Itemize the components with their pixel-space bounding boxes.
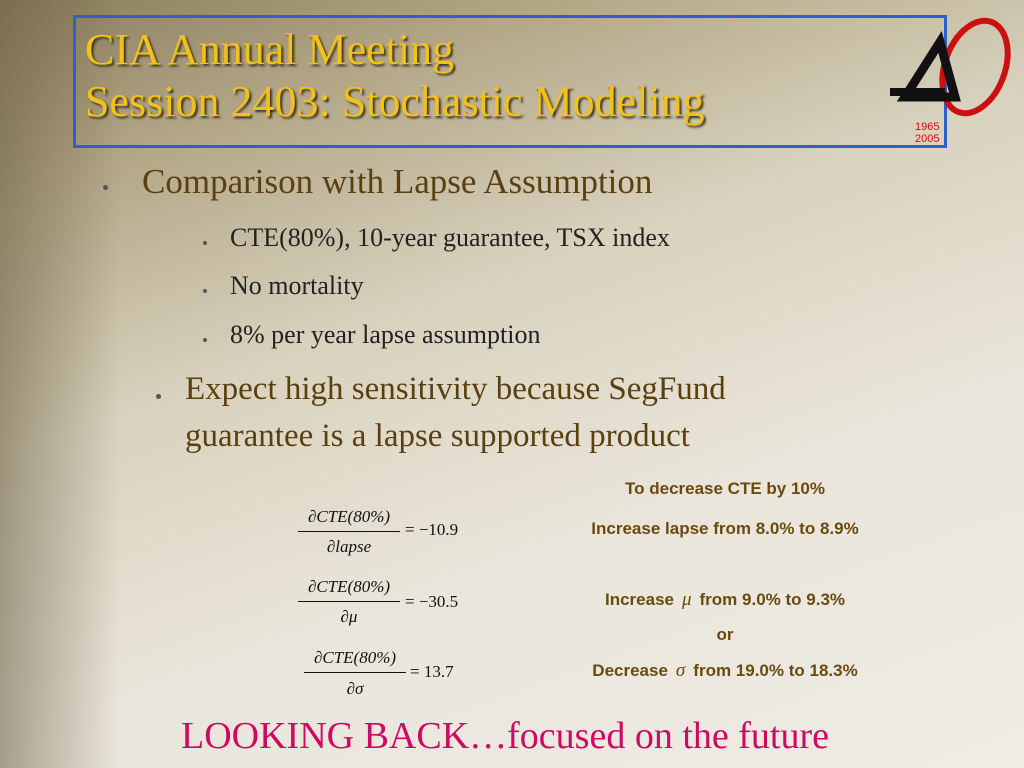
- note-text: Increase: [604, 590, 674, 609]
- bullet-text: Expect high sensitivity because SegFund: [185, 371, 726, 407]
- title-line: Session 2403: Stochastic Modeling: [85, 77, 705, 126]
- background-shade: [0, 0, 120, 768]
- logo-year: 2005: [915, 133, 939, 145]
- title-line: CIA Annual Meeting: [85, 25, 455, 74]
- logo-year: 1965: [915, 121, 939, 133]
- note: Increase μ from 9.0% to 9.3%: [605, 589, 845, 611]
- fraction-line: [298, 531, 400, 532]
- note-text: from 19.0% to 18.3%: [693, 661, 858, 680]
- numerator: ∂CTE(80%): [313, 648, 397, 667]
- denominator: ∂σ: [346, 679, 364, 698]
- note: Decrease σ from 19.0% to 18.3%: [592, 660, 857, 682]
- logo-triangle: [896, 31, 961, 102]
- numerator: ∂CTE(80%): [307, 577, 391, 596]
- result: = −30.5: [405, 592, 459, 611]
- logo: 1965 2005: [890, 17, 1011, 145]
- bullet-dot: [103, 185, 108, 190]
- symbol: μ: [681, 589, 692, 610]
- note: To decrease CTE by 10%: [625, 479, 825, 498]
- note-text: from 9.0% to 9.3%: [699, 590, 846, 609]
- bullet-dot: [203, 241, 207, 245]
- note: Increase lapse from 8.0% to 8.9%: [591, 519, 859, 538]
- sub-bullet-text: 8% per year lapse assumption: [230, 320, 541, 349]
- fraction-line: [298, 601, 400, 602]
- note: or: [716, 625, 734, 644]
- bullet-dot: [156, 394, 161, 399]
- bullet-dot: [203, 338, 207, 342]
- numerator: ∂CTE(80%): [307, 507, 391, 526]
- result: = 13.7: [410, 662, 454, 681]
- footer: LOOKING BACK…focused on the future: [181, 715, 829, 757]
- result: = −10.9: [405, 520, 459, 539]
- bullet-text: Comparison with Lapse Assumption: [142, 162, 653, 201]
- sub-bullet-text: CTE(80%), 10-year guarantee, TSX index: [230, 223, 670, 252]
- symbol: σ: [675, 660, 686, 681]
- sub-bullet-text: No mortality: [230, 271, 364, 300]
- fraction-line: [304, 672, 406, 673]
- note-text: Decrease: [592, 661, 668, 680]
- bullet-text: guarantee is a lapse supported product: [185, 418, 690, 454]
- title-box: [73, 15, 947, 148]
- denominator: ∂lapse: [326, 537, 372, 556]
- bullet-dot: [203, 289, 207, 293]
- denominator: ∂μ: [340, 607, 358, 626]
